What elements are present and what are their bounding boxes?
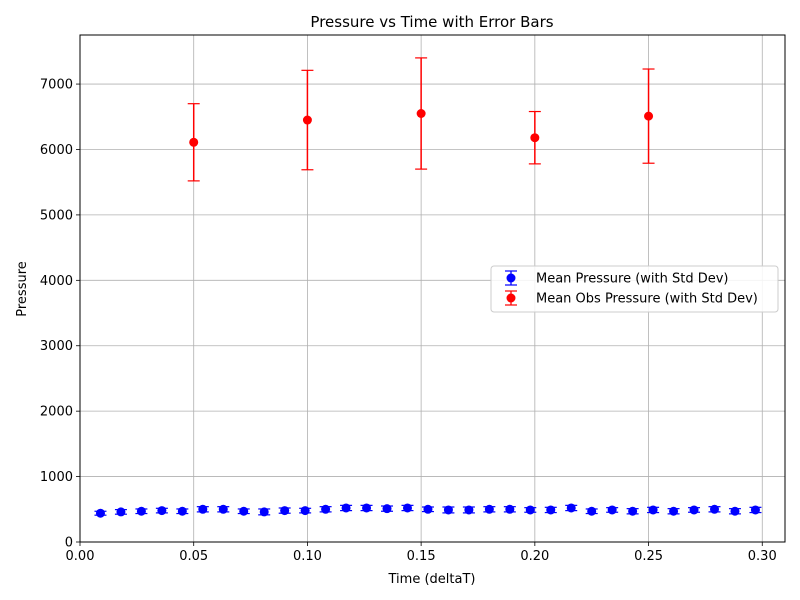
- data-point: [218, 504, 228, 514]
- data-point: [300, 506, 310, 516]
- data-point: [116, 507, 126, 517]
- series-2: [187, 57, 655, 182]
- data-point: [177, 506, 187, 516]
- data-point: [239, 506, 249, 516]
- data-point: [689, 505, 699, 515]
- data-point: [644, 111, 654, 121]
- y-tick-label: 1000: [40, 470, 73, 485]
- data-point: [750, 505, 760, 515]
- legend-label: Mean Obs Pressure (with Std Dev): [536, 292, 758, 307]
- data-point: [189, 137, 199, 147]
- x-axis-label: Time (deltaT): [388, 572, 476, 587]
- data-point: [628, 506, 638, 516]
- data-point: [505, 504, 515, 514]
- data-point: [648, 505, 658, 515]
- x-tick-label: 0.20: [520, 549, 549, 564]
- x-tick-label: 0.30: [748, 549, 777, 564]
- data-point: [530, 133, 540, 143]
- series-1: [94, 503, 762, 518]
- data-point: [198, 504, 208, 514]
- legend-label: Mean Pressure (with Std Dev): [536, 272, 729, 287]
- legend: Mean Pressure (with Std Dev) Mean Obs Pre…: [490, 265, 779, 313]
- y-axis-label: Pressure: [15, 261, 30, 317]
- y-tick-label: 7000: [40, 78, 73, 93]
- x-tick-label: 0.25: [634, 549, 663, 564]
- legend-marker-point: [506, 273, 516, 283]
- data-point: [362, 503, 372, 513]
- plot-frame: [79, 34, 786, 543]
- y-axis-ticks: 0 1000 2000 3000 4000 5000 6000 7000: [40, 78, 80, 551]
- data-point: [416, 109, 426, 119]
- data-point: [669, 506, 679, 516]
- y-tick-label: 0: [65, 536, 73, 551]
- data-point: [443, 505, 453, 515]
- data-point: [464, 505, 474, 515]
- y-tick-label: 3000: [40, 339, 73, 354]
- x-tick-label: 0.05: [179, 549, 208, 564]
- data-point: [302, 115, 312, 125]
- data-point: [525, 505, 535, 515]
- data-point: [710, 504, 719, 514]
- data-point: [157, 506, 167, 516]
- x-tick-label: 0.15: [407, 549, 436, 564]
- data-marks: [94, 57, 762, 518]
- x-axis-ticks: 0.00 0.05 0.10 0.15 0.20 0.25 0.30: [66, 542, 777, 564]
- data-point: [566, 503, 576, 513]
- y-tick-label: 2000: [40, 405, 73, 420]
- data-point: [587, 506, 597, 516]
- data-point: [484, 504, 494, 514]
- y-tick-label: 4000: [40, 274, 73, 289]
- data-point: [382, 504, 392, 514]
- legend-box: [490, 265, 779, 313]
- data-point: [423, 504, 433, 514]
- x-tick-label: 0.00: [66, 549, 95, 564]
- y-tick-label: 6000: [40, 143, 73, 158]
- data-point: [607, 505, 617, 515]
- legend-marker-point: [506, 293, 516, 303]
- data-point: [259, 507, 269, 517]
- data-point: [341, 503, 351, 513]
- chart-title: Pressure vs Time with Error Bars: [310, 13, 553, 31]
- data-point: [402, 503, 412, 513]
- y-tick-label: 5000: [40, 208, 73, 223]
- data-point: [95, 508, 105, 518]
- data-point: [280, 506, 290, 516]
- data-point: [546, 505, 556, 515]
- x-tick-label: 0.10: [293, 549, 322, 564]
- data-point: [321, 504, 331, 514]
- data-point: [730, 506, 740, 516]
- data-point: [136, 506, 146, 516]
